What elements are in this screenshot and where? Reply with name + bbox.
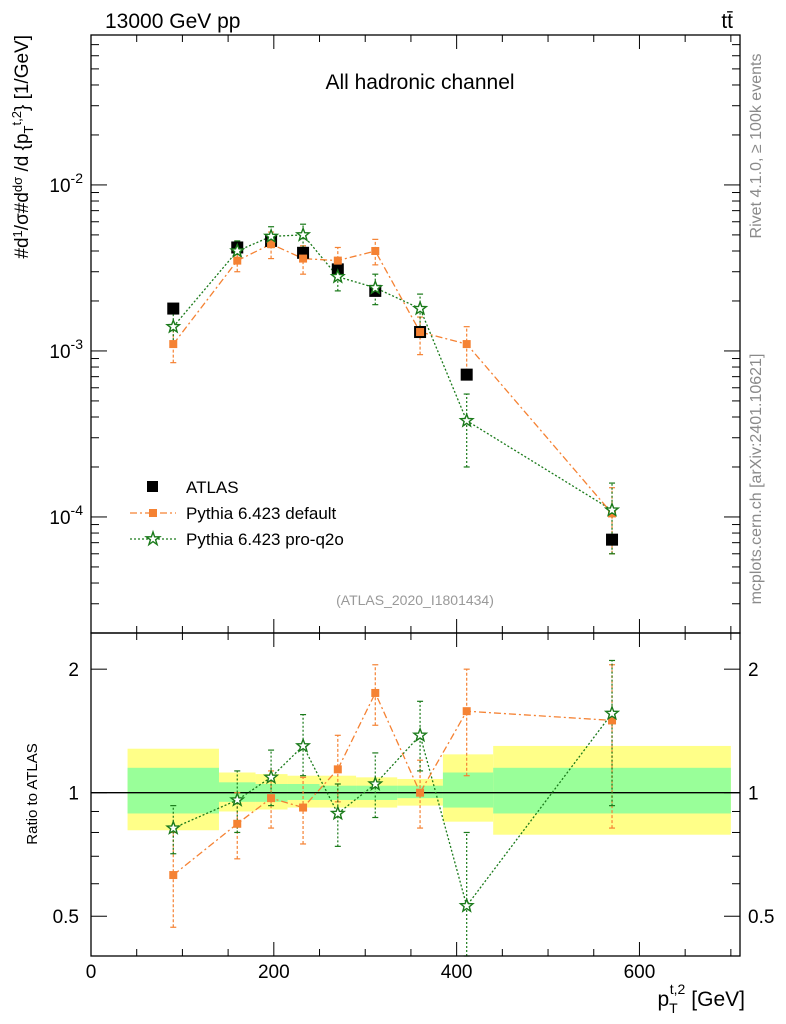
proq2o-point <box>229 242 246 258</box>
ratio-proq2o-point <box>165 819 182 835</box>
ratio-default-point <box>608 716 617 725</box>
default-point <box>299 254 308 263</box>
ratio-default-point <box>371 688 380 697</box>
ratio-proq2o-point <box>603 704 621 721</box>
proq2o-point <box>262 227 280 244</box>
proq2o-point <box>603 501 621 517</box>
ratio-default-point <box>416 788 425 797</box>
legend-label-default: Pythia 6.423 default <box>186 504 337 523</box>
proq2o-point <box>165 318 182 334</box>
main-plot-title: All hadronic channel <box>325 71 514 94</box>
ratio-default-point <box>462 707 471 716</box>
y-label-part-g: t,2 <box>9 111 24 125</box>
ratio-y-tick-label-right: 0.5 <box>748 907 774 928</box>
ratio-plot-frame <box>90 632 741 957</box>
y-label-part-b: 1 <box>10 230 25 237</box>
main-plot-panel: 10-2 10-3 10-4 All hadronic channel (ATLAS… <box>49 34 741 634</box>
y-tick-label: 10-2 <box>49 170 83 197</box>
process-label: tt̄ <box>721 10 733 33</box>
x-axis-label: pTt,2 [GeV] <box>657 981 745 1016</box>
proq2o-point <box>458 412 475 428</box>
default-point <box>371 246 380 255</box>
rivet-label: Rivet 4.1.0, ≥ 100k events <box>748 54 765 239</box>
ratio-default-point <box>267 794 276 803</box>
x-label-sub: T <box>669 1000 678 1016</box>
ratio-default-line <box>172 691 613 876</box>
y-label-part-a: #d <box>12 237 33 258</box>
uncertainty-band-inner <box>442 772 494 808</box>
atlas-point <box>167 302 180 315</box>
ratio-default-point <box>299 803 308 812</box>
main-plot-content: 10-2 10-3 10-4 <box>49 34 740 634</box>
x-tick-label: 400 <box>441 962 473 983</box>
default-point <box>333 256 342 265</box>
y-label-part-h: } [1/GeV] <box>12 35 33 111</box>
ratio-proq2o-point <box>367 775 384 791</box>
x-label-sup: t,2 <box>670 981 686 997</box>
proq2o-point <box>411 300 429 316</box>
ratio-default-point <box>233 819 242 828</box>
ratio-y-tick-label: 1 <box>68 784 79 805</box>
x-label-p: p <box>657 988 669 1011</box>
legend-marker-atlas <box>147 481 158 492</box>
legend: ATLAS Pythia 6.423 default Pythia 6.423 … <box>130 478 344 549</box>
proq2o-point <box>294 226 312 242</box>
atlas-point <box>460 368 473 381</box>
default-point <box>462 340 471 349</box>
default-line <box>172 243 613 514</box>
ratio-y-tick-label-right: 1 <box>748 784 759 805</box>
ratio-y-tick-label: 0.5 <box>53 907 79 928</box>
legend-label-atlas: ATLAS <box>186 478 239 497</box>
ratio-default-point <box>169 871 178 880</box>
legend-label-proq2o: Pythia 6.423 pro-q2o <box>186 530 344 549</box>
default-point <box>233 256 242 265</box>
legend-marker-default <box>149 509 157 517</box>
ratio-plot-content: 0.5 0.5 1 1 2 2 <box>53 633 774 957</box>
y-label-part-c: /σ#d <box>12 192 33 230</box>
default-point <box>267 240 276 249</box>
ratio-plot-panel: 0.5 0.5 1 1 2 2 <box>53 632 774 957</box>
ratio-proq2o-point <box>458 897 475 913</box>
default-point <box>416 328 425 337</box>
ratio-proq2o-point <box>329 804 346 821</box>
ratio-y-tick-label: 2 <box>68 660 79 681</box>
ratio-y-axis-label: Ratio to ATLAS <box>24 743 41 844</box>
atlas-point <box>606 533 619 546</box>
ratio-y-tick-label-right: 2 <box>748 660 759 681</box>
ratio-proq2o-point <box>229 791 246 807</box>
legend-marker-proq2o <box>144 529 162 547</box>
x-label-unit: [GeV] <box>691 988 745 1011</box>
proq2o-point <box>329 268 346 284</box>
proq2o-point <box>367 279 384 295</box>
ratio-proq2o-point <box>295 737 312 753</box>
uncertainty-band-inner <box>127 767 219 814</box>
x-tick-label: 200 <box>258 962 290 983</box>
ratio-proq2o-point <box>263 768 280 785</box>
proq2o-line <box>172 234 613 511</box>
mcplots-label: mcplots.cern.ch [arXiv:2401.10621] <box>748 354 765 605</box>
y-tick-label: 10-4 <box>49 502 83 529</box>
x-tick-label: 0 <box>86 962 97 983</box>
y-label-part-d: dσ <box>10 177 25 192</box>
main-y-axis-label: #d1/σ#ddσ /d {pTt,2} [1/GeV] <box>9 35 36 259</box>
ratio-proq2o-point <box>411 726 429 743</box>
y-tick-label: 10-3 <box>49 336 83 363</box>
analysis-tag: (ATLAS_2020_I1801434) <box>336 592 494 608</box>
x-tick-label: 600 <box>624 962 656 983</box>
default-point <box>169 340 178 349</box>
y-label-part-f: T <box>21 125 36 133</box>
energy-label: 13000 GeV pp <box>105 10 240 33</box>
ratio-default-point <box>333 765 342 774</box>
y-label-part-e: /d {p <box>12 133 33 176</box>
